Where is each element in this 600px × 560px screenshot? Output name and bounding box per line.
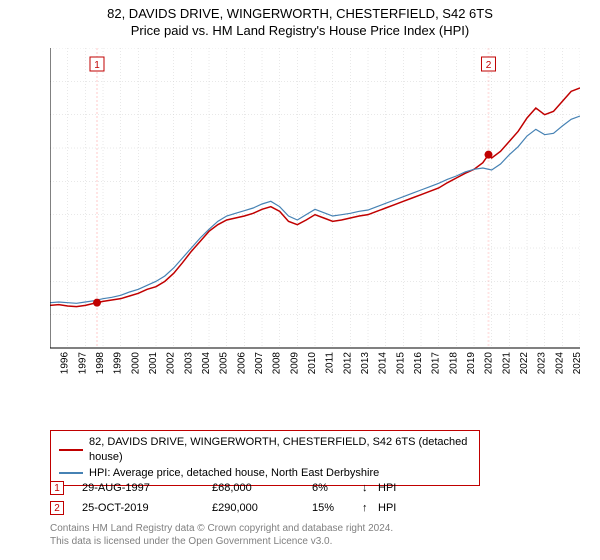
svg-text:1999: 1999: [113, 352, 124, 375]
transaction-hpi-label: HPI: [378, 502, 408, 514]
svg-text:2017: 2017: [431, 352, 442, 375]
footer-attribution: Contains HM Land Registry data © Crown c…: [50, 522, 393, 548]
svg-text:2021: 2021: [501, 352, 512, 375]
transaction-price: £290,000: [212, 502, 312, 514]
svg-text:2002: 2002: [166, 352, 177, 375]
svg-text:1995: 1995: [50, 352, 53, 375]
legend-swatch-blue: [59, 472, 83, 474]
transaction-marker-icon: 1: [50, 481, 64, 495]
svg-text:2018: 2018: [448, 352, 459, 375]
svg-text:2025: 2025: [572, 352, 580, 375]
svg-text:2009: 2009: [289, 352, 300, 375]
svg-text:2022: 2022: [519, 352, 530, 375]
svg-text:2008: 2008: [272, 352, 283, 375]
transaction-hpi-label: HPI: [378, 482, 408, 494]
svg-text:2005: 2005: [219, 352, 230, 375]
svg-text:2001: 2001: [148, 352, 159, 375]
svg-text:2015: 2015: [395, 352, 406, 375]
svg-text:1997: 1997: [77, 352, 88, 375]
title-block: 82, DAVIDS DRIVE, WINGERWORTH, CHESTERFI…: [0, 0, 600, 40]
svg-text:2004: 2004: [201, 352, 212, 375]
legend-swatch-red: [59, 449, 83, 451]
arrow-up-icon: ↑: [362, 502, 378, 514]
svg-text:2010: 2010: [307, 352, 318, 375]
svg-text:1998: 1998: [95, 352, 106, 375]
transaction-pct: 15%: [312, 502, 362, 514]
svg-text:2014: 2014: [378, 352, 389, 375]
svg-text:2013: 2013: [360, 352, 371, 375]
title-subtitle: Price paid vs. HM Land Registry's House …: [0, 23, 600, 40]
svg-text:2024: 2024: [554, 352, 565, 375]
transaction-date: 29-AUG-1997: [82, 482, 212, 494]
arrow-down-icon: ↓: [362, 482, 378, 494]
svg-text:2011: 2011: [325, 352, 336, 374]
transaction-pct: 6%: [312, 482, 362, 494]
svg-text:1: 1: [94, 60, 100, 71]
transaction-row: 1 29-AUG-1997 £68,000 6% ↓ HPI: [50, 478, 550, 498]
svg-text:2006: 2006: [236, 352, 247, 375]
legend-row-property: 82, DAVIDS DRIVE, WINGERWORTH, CHESTERFI…: [59, 435, 471, 466]
svg-text:2019: 2019: [466, 352, 477, 375]
legend-label-property: 82, DAVIDS DRIVE, WINGERWORTH, CHESTERFI…: [89, 435, 471, 466]
transaction-row: 2 25-OCT-2019 £290,000 15% ↑ HPI: [50, 498, 550, 518]
svg-text:2023: 2023: [537, 352, 548, 375]
footer-line1: Contains HM Land Registry data © Crown c…: [50, 522, 393, 535]
footer-line2: This data is licensed under the Open Gov…: [50, 535, 393, 548]
title-address: 82, DAVIDS DRIVE, WINGERWORTH, CHESTERFI…: [0, 6, 600, 23]
svg-text:2: 2: [486, 60, 492, 71]
svg-text:2003: 2003: [183, 352, 194, 375]
svg-text:2012: 2012: [342, 352, 353, 375]
transaction-date: 25-OCT-2019: [82, 502, 212, 514]
svg-text:1996: 1996: [60, 352, 71, 375]
transaction-marker-icon: 2: [50, 501, 64, 515]
transaction-price: £68,000: [212, 482, 312, 494]
svg-text:2000: 2000: [130, 352, 141, 375]
svg-text:2007: 2007: [254, 352, 265, 375]
transactions-table: 1 29-AUG-1997 £68,000 6% ↓ HPI 2 25-OCT-…: [50, 478, 550, 518]
chart-svg: £0£50K£100K£150K£200K£250K£300K£350K£400…: [50, 48, 580, 388]
chart-container: 82, DAVIDS DRIVE, WINGERWORTH, CHESTERFI…: [0, 0, 600, 560]
svg-text:2020: 2020: [484, 352, 495, 375]
chart-plot-area: £0£50K£100K£150K£200K£250K£300K£350K£400…: [50, 48, 580, 388]
svg-text:2016: 2016: [413, 352, 424, 375]
